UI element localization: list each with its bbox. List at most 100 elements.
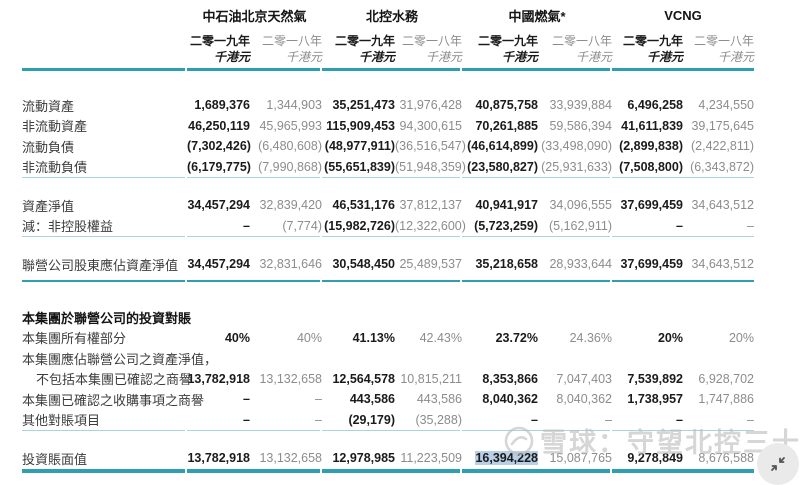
rule-line: [187, 430, 320, 431]
table-body: 流動資產 1,689,376 1,344,903 35,251,473 31,976,4…: [22, 71, 754, 473]
value-text: 35,218,658: [475, 257, 538, 272]
statement-table: 中石油北京天然氣 北控水務 中國燃氣* VCNG 二零一九年 二零一八年 二零一九年 二零一…: [22, 0, 754, 473]
image-expand-button[interactable]: [757, 443, 799, 485]
value-text: 37,699,459: [620, 198, 683, 213]
cell-value: 15,087,765: [538, 451, 612, 465]
cell-value: 8,676,588: [683, 451, 754, 465]
value-text: 9,278,849: [627, 451, 683, 466]
value-text: (7,302,426): [187, 139, 251, 154]
cell-value: –: [462, 413, 538, 427]
rule-line: [612, 236, 754, 237]
row-label: 流動負債: [22, 139, 75, 155]
value-text: 34,457,294: [187, 198, 250, 213]
value-text: (12,322,600): [395, 218, 466, 233]
group-header: 中國燃氣*: [508, 9, 566, 24]
rule-line: [612, 68, 754, 71]
value-text: 11,223,509: [400, 451, 462, 466]
group-header: VCNG: [664, 8, 702, 23]
rule-line: [462, 468, 610, 473]
rule-line: [462, 236, 610, 237]
cell-value: 35,251,473: [322, 98, 395, 112]
cell-value: (46,614,899): [462, 139, 538, 153]
value-text: 35,251,473: [332, 98, 395, 113]
table-row: 流動負債 (7,302,426) (6,480,608) (48,977,911) (3…: [22, 136, 754, 157]
rule-line: [462, 279, 610, 282]
value-text: 1,689,376: [194, 98, 250, 113]
cell-value: 20%: [612, 331, 683, 345]
value-text: 41.13%: [352, 330, 395, 345]
value-text: 8,040,362: [556, 392, 612, 407]
cell-value: 40%: [250, 331, 322, 345]
cell-value: 7,047,403: [538, 372, 612, 386]
cell-value: 32,831,646: [250, 257, 322, 271]
value-text: 28,933,644: [549, 257, 612, 272]
cell-value: (7,302,426): [187, 139, 251, 154]
value-text: (6,179,775): [187, 159, 251, 174]
row-label: 投資賬面值: [22, 451, 88, 467]
cell-value: 9,278,849: [612, 451, 683, 465]
row-label: 本集團已確認之收購事項之商譽: [22, 392, 205, 408]
cell-value: 31,976,428: [395, 98, 462, 112]
value-text: 59,586,394: [549, 118, 612, 133]
rule-row: [22, 236, 754, 237]
value-text: 13,132,658: [259, 371, 322, 386]
cell-value: (2,899,838): [612, 139, 683, 153]
rule-line: [462, 68, 610, 71]
rule-line: [612, 430, 754, 431]
value-text: 115,909,453: [326, 118, 395, 133]
unit-header: 千港元: [717, 50, 754, 64]
value-text: 24.36%: [569, 330, 612, 345]
cell-value: 40,941,917: [462, 198, 538, 212]
cell-value: –: [187, 392, 250, 406]
table-row: 資產淨值 34,457,294 32,839,420 46,531,176 37,812…: [22, 195, 754, 216]
cell-value: 10,815,211: [395, 372, 462, 386]
unit-header: 千港元: [213, 50, 250, 64]
rule-row: [22, 468, 754, 473]
value-text: (48,977,911): [324, 139, 395, 154]
cell-value: (7,990,868): [250, 160, 322, 174]
cell-value: (6,179,775): [187, 159, 251, 174]
value-text: 13,782,918: [187, 451, 250, 466]
unit-header: 千港元: [285, 50, 322, 64]
row-label: 本集團所有權部分: [22, 331, 127, 347]
rule-row: [22, 430, 754, 431]
cell-value: 34,457,294: [187, 198, 250, 212]
cell-value: –: [187, 219, 250, 233]
cell-value: (36,516,547): [395, 139, 466, 153]
cell-value: (55,651,839): [322, 160, 395, 174]
value-text: 42.43%: [419, 330, 462, 345]
value-text: (7,508,800): [619, 159, 683, 174]
rule-line: [322, 177, 460, 178]
cell-value: 41,611,839: [612, 119, 683, 133]
value-text: 70,261,885: [475, 118, 538, 133]
cell-value: 37,699,459: [612, 198, 683, 212]
value-text: (23,580,827): [467, 159, 538, 174]
cell-value: 94,300,615: [395, 119, 462, 133]
cell-value: 24.36%: [538, 331, 612, 345]
section-title: 本集團於聯營公司的投資對賬: [22, 310, 192, 326]
cell-value: (15,982,726): [322, 219, 395, 233]
cell-value: (7,508,800): [612, 160, 683, 174]
cell-value: 28,933,644: [538, 257, 612, 271]
value-text: 20%: [728, 330, 754, 345]
value-text: (7,774): [282, 218, 322, 233]
rule-line: [462, 430, 610, 431]
cell-value: 12,978,985: [322, 451, 395, 465]
cell-value: 443,586: [322, 392, 395, 406]
row-label: 減：非控股權益: [22, 219, 114, 235]
cell-value: (6,480,608): [250, 139, 322, 153]
value-text: 33,939,884: [549, 98, 612, 113]
value-text: 40,941,917: [475, 198, 538, 213]
value-text: 46,250,119: [188, 118, 250, 133]
value-text: 32,839,420: [259, 198, 322, 213]
rule-line: [612, 279, 754, 282]
year-header: 二零一九年: [622, 34, 683, 48]
year-header: 二零一八年: [401, 34, 462, 48]
unit-header: 千港元: [501, 50, 538, 64]
year-header: 二零一九年: [334, 34, 395, 48]
value-text: (55,651,839): [324, 159, 395, 174]
cell-value: (35,288): [395, 413, 462, 427]
row-label: 其他對賬項目: [22, 413, 101, 429]
value-text: (35,288): [415, 412, 462, 427]
value-text: (5,162,911): [548, 218, 612, 233]
